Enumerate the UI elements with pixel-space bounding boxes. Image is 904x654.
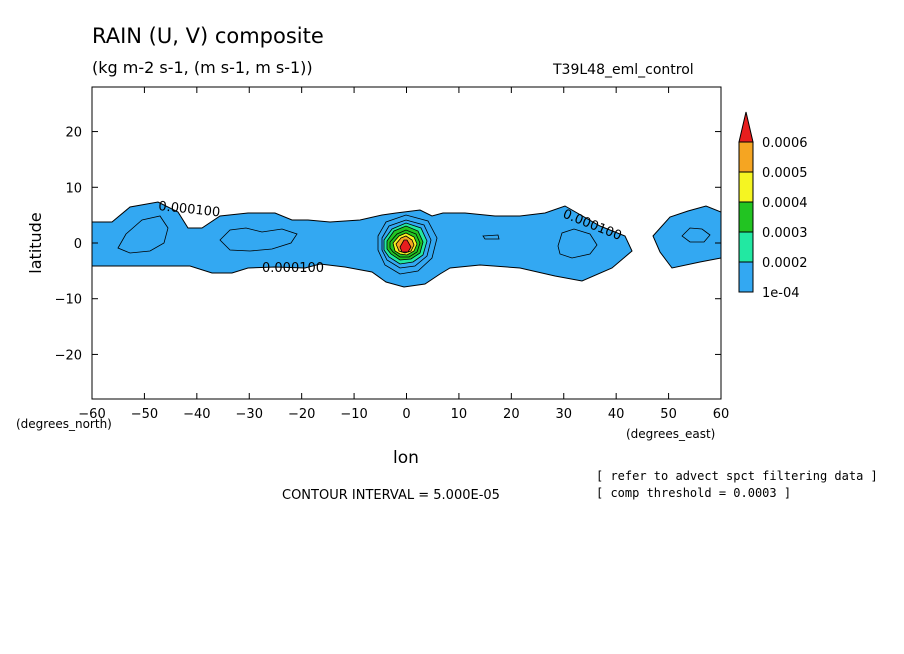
contour-label-south: 0.000100 — [262, 261, 324, 276]
colorbar-max-triangle — [738, 111, 754, 143]
contour-interval-label: CONTOUR INTERVAL = 5.000E-05 — [282, 488, 500, 503]
chart-title: RAIN (U, V) composite — [92, 24, 324, 48]
x-axis-label: lon — [393, 448, 419, 468]
x-tick-label: −20 — [288, 407, 315, 422]
contour-line — [117, 215, 169, 254]
x-tick-label: −60 — [78, 407, 105, 422]
colorbar-swatch — [738, 261, 754, 293]
note-threshold: [ comp threshold = 0.0003 ] — [596, 486, 792, 500]
y-tick-label: 0 — [74, 237, 82, 252]
contour-line — [681, 227, 711, 243]
x-tick-label: −40 — [183, 407, 210, 422]
contour-line — [482, 234, 500, 240]
axes: −60 −50 −40 −30 −20 −10 0 10 20 30 40 50 60 −20 −10 0 10… — [55, 87, 730, 422]
colorbar: 1e-04 0.0002 0.0003 0.0004 0.0005 0.0006 — [738, 111, 808, 301]
x-tick-label: −10 — [340, 407, 367, 422]
x-tick-label: −30 — [236, 407, 263, 422]
x-tick-label: −50 — [131, 407, 158, 422]
contour-line — [219, 227, 298, 252]
colorbar-label: 0.0002 — [762, 256, 808, 271]
chart-units: (kg m-2 s-1, (m s-1, m s-1)) — [92, 58, 313, 77]
rain-band-east-fill — [652, 205, 721, 269]
colorbar-label: 0.0003 — [762, 226, 808, 241]
contour-line — [557, 228, 598, 259]
y-axis-label: latitude — [26, 212, 45, 273]
experiment-label: T39L48_eml_control — [553, 62, 694, 78]
x-tick-label: 10 — [451, 407, 468, 422]
y-tick-label: −20 — [55, 348, 82, 363]
x-tick-label: 40 — [608, 407, 625, 422]
y-unit-label: (degrees_north) — [16, 417, 112, 431]
x-tick-label: 30 — [555, 407, 572, 422]
y-tick-label: 20 — [65, 126, 82, 141]
x-tick-label: 50 — [660, 407, 677, 422]
colorbar-swatch — [738, 171, 754, 203]
x-tick-label: 20 — [503, 407, 520, 422]
y-tick-label: 10 — [65, 181, 82, 196]
contour-label-west: 0.000100 — [158, 199, 221, 220]
colorbar-label: 0.0006 — [762, 136, 808, 151]
x-unit-label: (degrees_east) — [626, 427, 715, 441]
x-tick-label: 60 — [713, 407, 730, 422]
colorbar-label: 1e-04 — [762, 286, 800, 301]
colorbar-label: 0.0005 — [762, 166, 808, 181]
colorbar-swatch — [738, 231, 754, 263]
x-tick-label: 0 — [402, 407, 410, 422]
y-tick-label: −10 — [55, 293, 82, 308]
colorbar-label: 0.0004 — [762, 196, 808, 211]
colorbar-swatch — [738, 201, 754, 233]
rain-band-fill — [92, 201, 633, 288]
colorbar-swatch — [738, 141, 754, 173]
note-filtering: [ refer to advect spct filtering data ] — [596, 469, 878, 483]
level-0.0006 — [399, 239, 412, 253]
